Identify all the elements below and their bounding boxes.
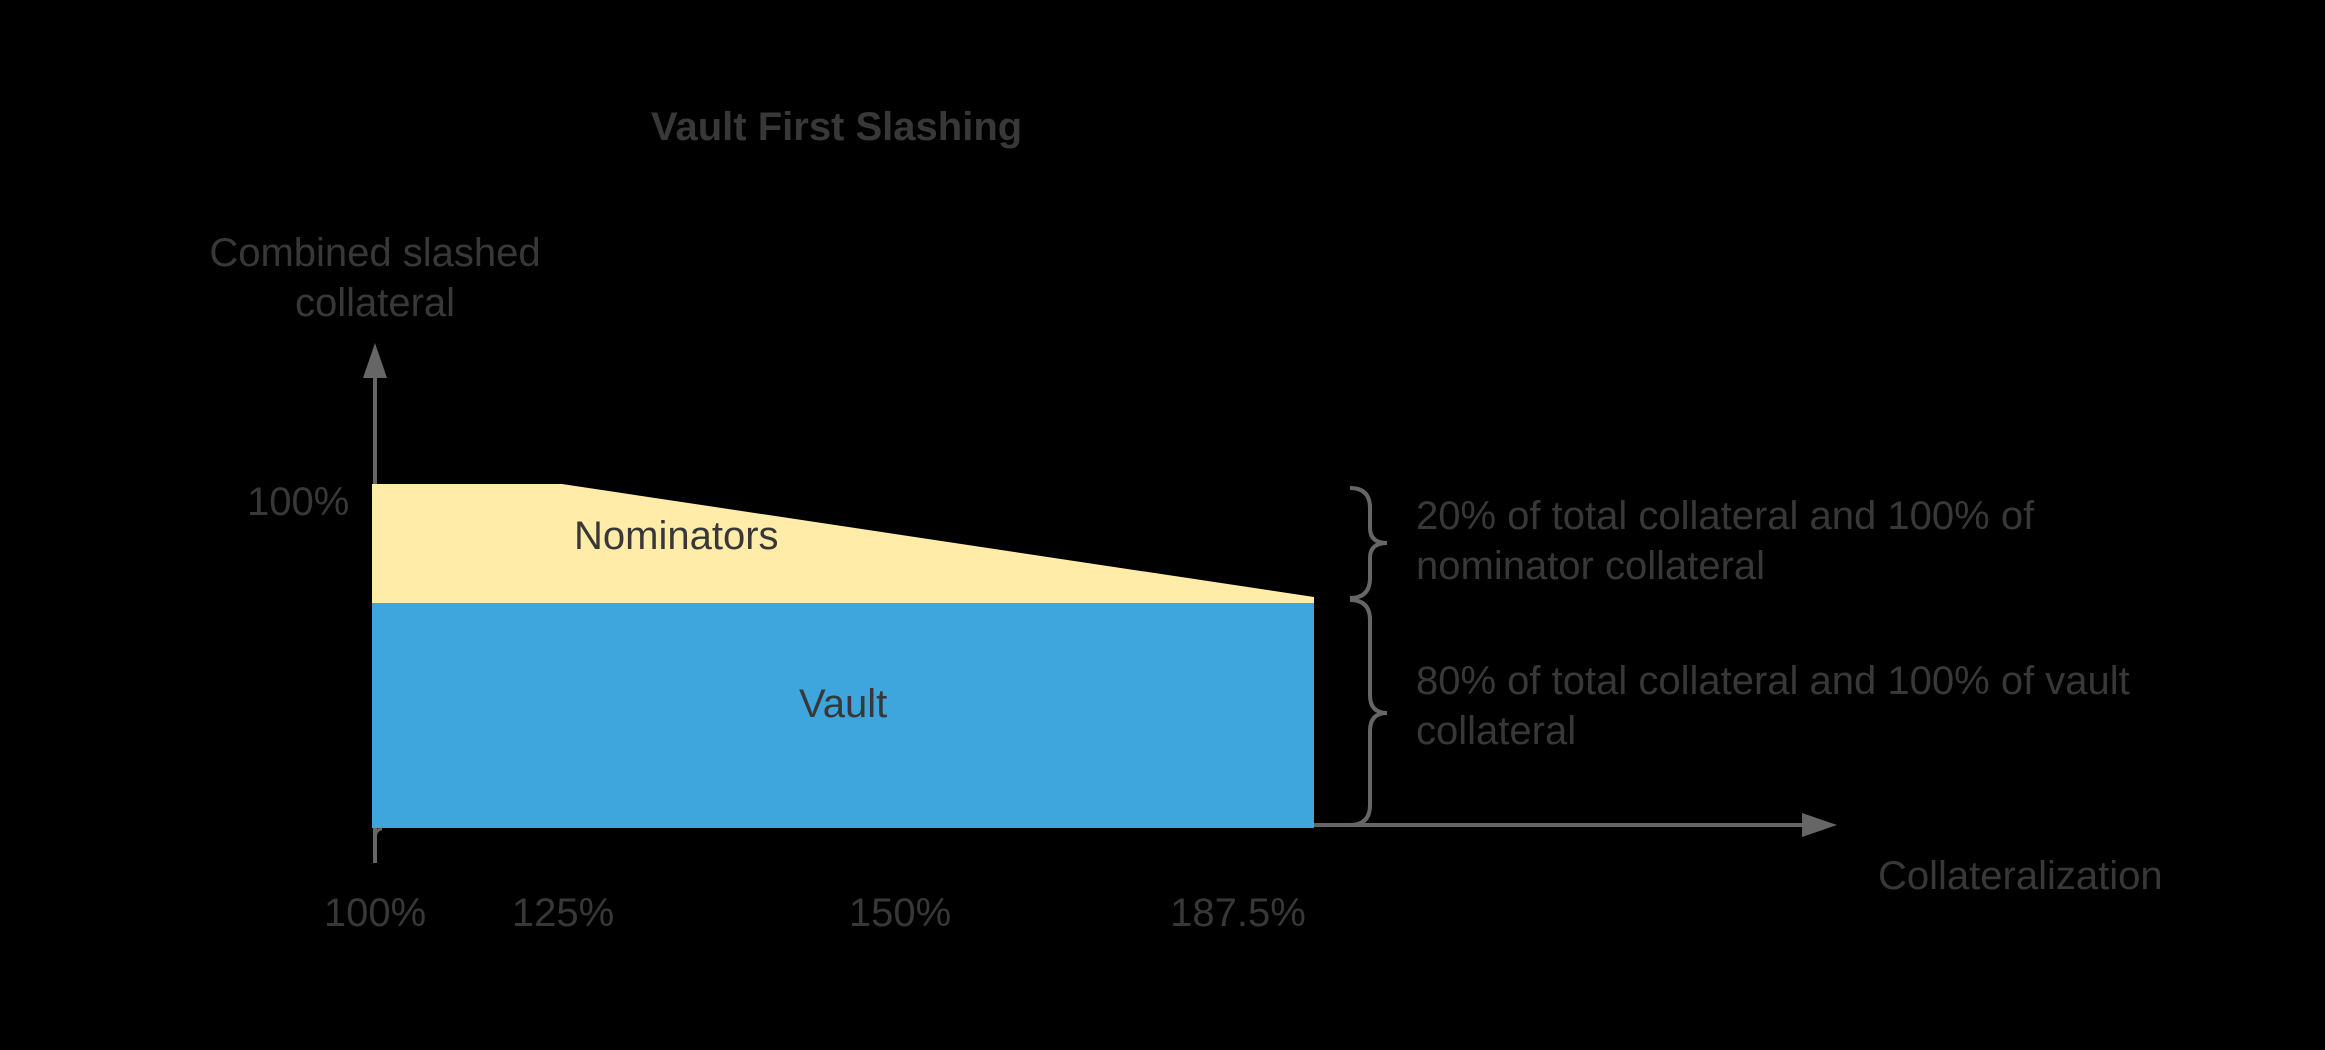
- y-axis-label-line2: collateral: [294, 281, 456, 325]
- x-tick-125: 125%: [511, 891, 615, 935]
- y-tick-100: 100%: [247, 480, 350, 524]
- x-tick-187-5: 187.5%: [1170, 891, 1306, 935]
- vault-annotation-line1: 80% of total collateral and 100% of vaul…: [1416, 659, 2130, 703]
- vault-label: Vault: [799, 682, 888, 726]
- x-tick-100: 100%: [323, 891, 427, 935]
- y-axis-base-curve: [373, 827, 383, 841]
- vault-area: [372, 603, 1314, 828]
- nominators-brace-icon: [1349, 486, 1388, 600]
- vault-brace-icon: [1349, 598, 1388, 827]
- nominators-label: Nominators: [574, 514, 779, 558]
- nominators-annotation-line2: nominator collateral: [1416, 544, 1766, 588]
- y-axis-label-line1: Combined slashed: [209, 231, 541, 275]
- vault-annotation-line2: collateral: [1416, 709, 1577, 753]
- vault-annotation: 80% of total collateral and 100% of vaul…: [1416, 656, 2130, 756]
- x-tick-150: 150%: [848, 891, 952, 935]
- chart-title: Vault First Slashing: [651, 105, 1023, 149]
- y-axis-label: Combined slashed collateral: [175, 228, 575, 328]
- nominators-annotation-line1: 20% of total collateral and 100% of: [1416, 494, 2035, 538]
- x-axis-label: Collateralization: [1878, 854, 2163, 898]
- nominators-area: [372, 484, 1314, 603]
- nominators-annotation: 20% of total collateral and 100% of nomi…: [1416, 491, 2034, 591]
- y-axis-arrow-icon: [363, 343, 387, 378]
- x-axis-arrow-icon: [1802, 813, 1837, 837]
